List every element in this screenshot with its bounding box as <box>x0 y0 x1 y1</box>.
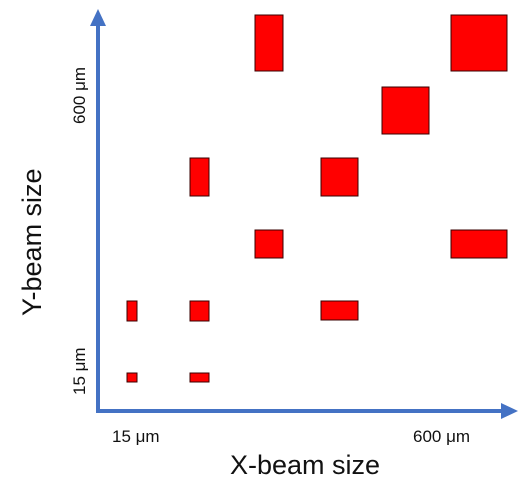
beam-rect <box>254 14 284 72</box>
x-max-label: 600 μm <box>413 427 470 446</box>
x-min-label: 15 μm <box>112 427 160 446</box>
beam-rect <box>189 300 210 322</box>
beam-rect <box>189 157 210 197</box>
beam-rect <box>126 300 138 322</box>
y-axis-arrowhead <box>90 9 106 26</box>
beam-rect <box>450 14 508 72</box>
y-axis-title: Y-beam size <box>17 168 47 316</box>
beam-rect <box>189 372 210 383</box>
beam-rect <box>450 229 508 259</box>
x-axis-arrowhead <box>501 403 518 419</box>
beam-rect <box>381 86 430 135</box>
beam-rectangles <box>126 14 508 383</box>
beam-rect <box>320 157 359 197</box>
beam-rect <box>254 229 284 259</box>
y-min-label: 15 μm <box>70 347 89 395</box>
y-max-label: 600 μm <box>70 67 89 124</box>
beam-rect <box>126 372 138 383</box>
x-axis-title: X-beam size <box>230 450 380 479</box>
beam-rect <box>320 300 359 321</box>
